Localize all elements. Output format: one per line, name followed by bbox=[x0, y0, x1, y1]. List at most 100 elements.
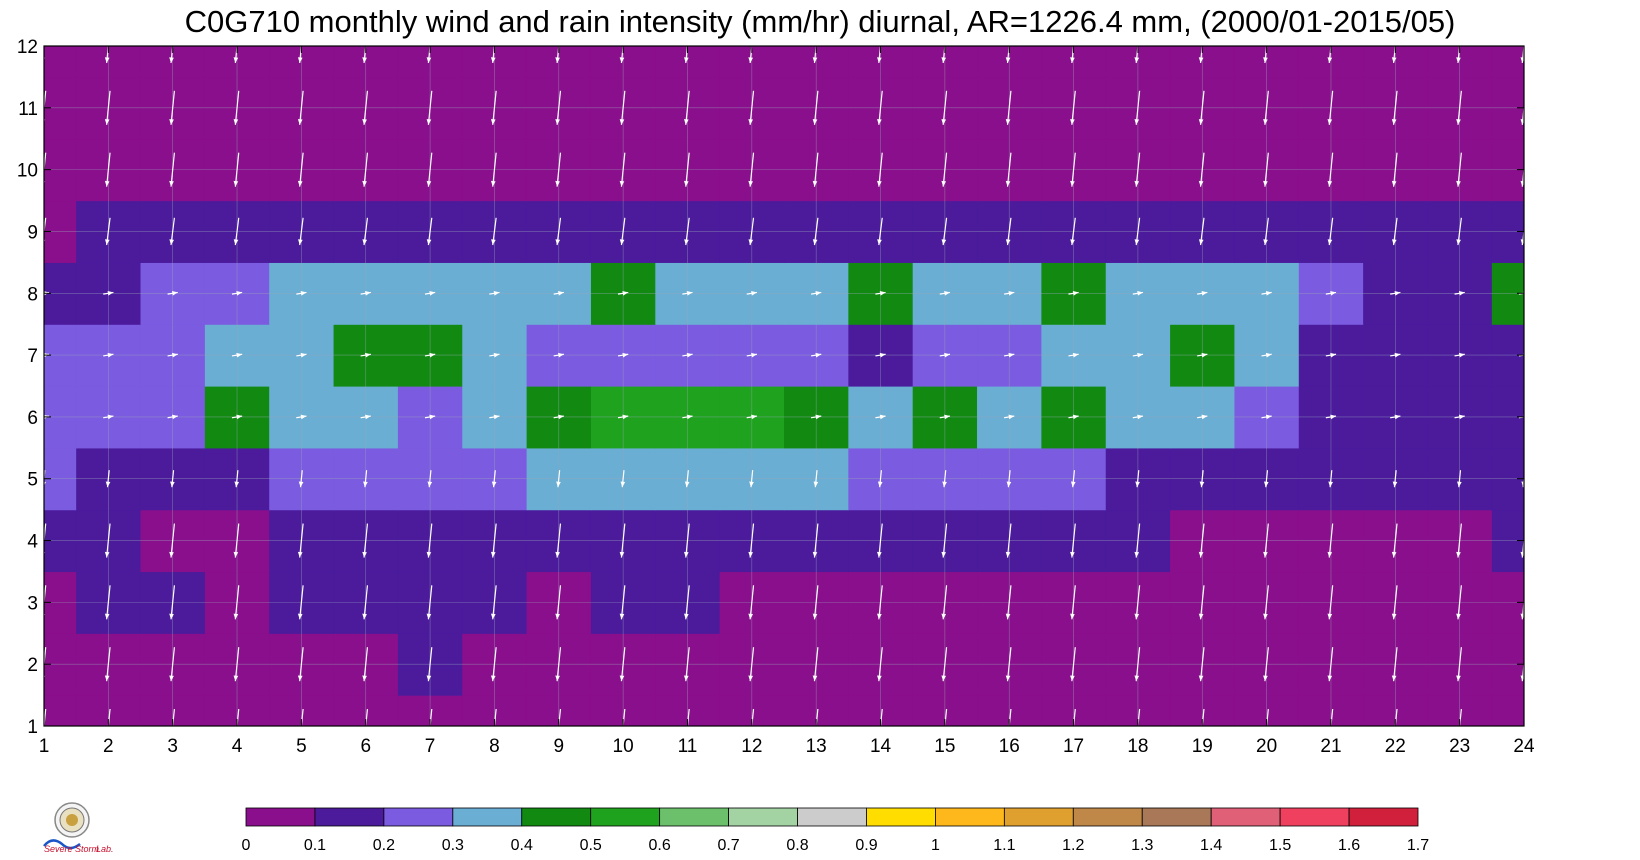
wind-arrow bbox=[360, 291, 371, 296]
wind-arrow bbox=[1456, 585, 1462, 620]
wind-arrow bbox=[1520, 226, 1524, 246]
wind-arrow bbox=[362, 523, 369, 558]
wind-arrow bbox=[1070, 90, 1076, 125]
wind-arrow bbox=[1456, 46, 1461, 64]
wind-arrow bbox=[426, 585, 433, 620]
x-tick-label: 8 bbox=[489, 736, 500, 757]
wind-arrow bbox=[1391, 46, 1397, 64]
wind-arrow bbox=[877, 46, 882, 64]
wind-arrow bbox=[1327, 152, 1334, 187]
wind-arrow bbox=[490, 585, 497, 620]
wind-arrow bbox=[365, 708, 369, 726]
wind-arrow bbox=[490, 90, 497, 125]
wind-arrow bbox=[748, 647, 755, 682]
wind-arrow bbox=[1392, 470, 1398, 488]
wind-arrow bbox=[1072, 708, 1076, 726]
wind-arrow bbox=[751, 708, 755, 726]
wind-arrow bbox=[1520, 163, 1524, 187]
wind-arrow bbox=[1266, 708, 1269, 726]
wind-arrow bbox=[944, 708, 948, 726]
wind-arrow bbox=[1327, 585, 1334, 620]
plot-frame bbox=[43, 45, 1525, 727]
colorbar-swatch bbox=[1072, 807, 1143, 827]
wind-arrow bbox=[1456, 90, 1462, 125]
wind-arrow bbox=[296, 414, 307, 420]
wind-arrow bbox=[1325, 291, 1337, 296]
wind-arrow bbox=[684, 647, 690, 682]
wind-arrow bbox=[941, 90, 948, 125]
wind-arrow bbox=[941, 46, 947, 64]
wind-arrow bbox=[296, 291, 307, 296]
wind-arrow bbox=[1391, 217, 1398, 246]
wind-arrow bbox=[362, 90, 369, 125]
wind-arrow bbox=[555, 152, 562, 187]
wind-arrow bbox=[682, 291, 693, 296]
wind-arrow bbox=[1008, 708, 1012, 726]
wind-arrow bbox=[617, 352, 629, 358]
wind-arrow bbox=[1394, 708, 1398, 726]
wind-arrow bbox=[1070, 217, 1076, 246]
colorbar-label: 0.5 bbox=[580, 837, 602, 854]
x-tick-label: 5 bbox=[296, 736, 307, 757]
colorbar-swatch bbox=[728, 807, 798, 827]
wind-arrow bbox=[684, 46, 689, 64]
wind-arrow bbox=[555, 647, 562, 682]
wind-arrow bbox=[1070, 523, 1076, 558]
wind-arrow bbox=[297, 523, 304, 558]
wind-arrow bbox=[558, 708, 562, 726]
wind-arrow bbox=[234, 470, 240, 488]
wind-arrow bbox=[812, 647, 819, 682]
wind-arrow bbox=[555, 46, 560, 64]
colorbar-swatch bbox=[935, 807, 1005, 827]
wind-arrow bbox=[169, 90, 175, 125]
wind-arrow bbox=[1391, 90, 1398, 125]
wind-arrow bbox=[233, 647, 240, 682]
colorbar-label: 0.6 bbox=[649, 837, 671, 854]
wind-arrow bbox=[105, 217, 111, 246]
wind-arrow bbox=[169, 647, 175, 682]
colorbar-label: 0.2 bbox=[373, 837, 395, 854]
axis-layer: 1 2 3 4 5 6 7 8 9 10 11 12 13 14 15 16 17 18 19 20 21 22 23 241… bbox=[17, 37, 1535, 757]
colorbar-label: 1.3 bbox=[1131, 837, 1153, 854]
wind-arrow bbox=[236, 708, 240, 726]
wind-arrow bbox=[748, 585, 755, 620]
wind-arrow bbox=[1261, 352, 1272, 358]
colorbar-label: 0.1 bbox=[304, 837, 326, 854]
x-tick-label: 23 bbox=[1449, 736, 1470, 757]
colorbar-swatch bbox=[245, 807, 316, 827]
wind-arrow bbox=[169, 46, 174, 64]
wind-arrow bbox=[104, 647, 111, 682]
wind-arrow bbox=[1454, 291, 1465, 296]
colorbar-label: 0.8 bbox=[786, 837, 808, 854]
wind-arrow bbox=[426, 523, 433, 558]
wind-arrow bbox=[169, 217, 175, 246]
wind-arrow bbox=[1456, 647, 1462, 682]
wind-arrow bbox=[1005, 152, 1012, 187]
svg-text:Severe Storm: Severe Storm bbox=[44, 844, 100, 854]
wind-arrow bbox=[104, 90, 111, 125]
wind-arrow bbox=[1456, 523, 1462, 558]
wind-arrow bbox=[555, 523, 562, 558]
wind-arrow bbox=[1132, 414, 1144, 420]
wind-arrow bbox=[1330, 708, 1334, 726]
wind-arrow bbox=[1327, 647, 1334, 682]
wind-arrow bbox=[1263, 523, 1269, 558]
wind-arrow bbox=[169, 585, 175, 620]
wind-arrow bbox=[297, 585, 304, 620]
wind-arrow bbox=[748, 46, 754, 64]
wind-arrow bbox=[877, 523, 883, 558]
wind-arrow bbox=[812, 152, 819, 187]
wind-arrow bbox=[812, 523, 819, 558]
wind-arrow bbox=[619, 217, 626, 246]
wind-arrow bbox=[1070, 46, 1075, 64]
wind-arrow bbox=[1263, 470, 1269, 488]
wind-arrow bbox=[875, 291, 886, 296]
colorbar-label: 1.7 bbox=[1407, 837, 1429, 854]
wind-arrow bbox=[490, 152, 497, 187]
wind-arrow bbox=[939, 291, 951, 296]
wind-arrow bbox=[1132, 291, 1144, 296]
wind-arrow bbox=[231, 291, 243, 296]
wind-vector-layer bbox=[44, 46, 1524, 726]
colorbar-swatch bbox=[797, 807, 867, 827]
wind-arrow bbox=[619, 90, 626, 125]
